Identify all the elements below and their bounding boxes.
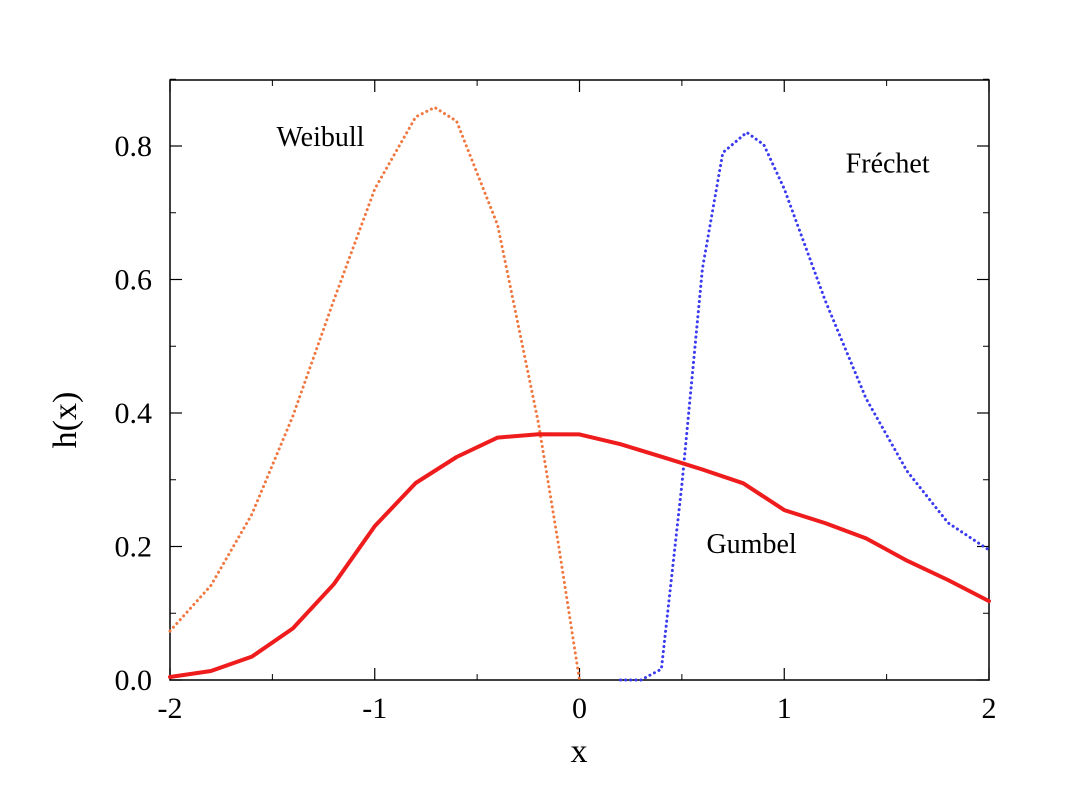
y-axis-label: h(x) bbox=[47, 392, 84, 449]
x-tick-label: -2 bbox=[158, 692, 183, 725]
x-tick-label: -1 bbox=[362, 692, 387, 725]
y-tick-label: 0.4 bbox=[115, 397, 153, 430]
series-weibull-line bbox=[168, 105, 581, 682]
label-group: -2 -1 0 1 2 0.0 0.2 0.4 0.6 0.8 Weibull Fréchet Gumb… bbox=[115, 122, 997, 725]
x-tick-label: 1 bbox=[777, 692, 792, 725]
x-axis-label: x bbox=[571, 733, 588, 770]
x-tick-label: 0 bbox=[572, 692, 587, 725]
series-frchet-line bbox=[619, 130, 991, 682]
y-tick-label: 0.8 bbox=[115, 130, 153, 163]
series-gumbel-line bbox=[168, 432, 991, 679]
annotation-gumbel: Gumbel bbox=[706, 529, 796, 560]
y-tick-label: 0.6 bbox=[115, 264, 153, 297]
y-tick-label: 0.2 bbox=[115, 531, 153, 564]
y-tick-label: 0.0 bbox=[115, 664, 153, 697]
x-tick-label: 2 bbox=[982, 692, 997, 725]
annotation-frchet: Fréchet bbox=[846, 149, 930, 180]
series-group bbox=[168, 105, 991, 682]
annotation-weibull: Weibull bbox=[276, 122, 364, 153]
